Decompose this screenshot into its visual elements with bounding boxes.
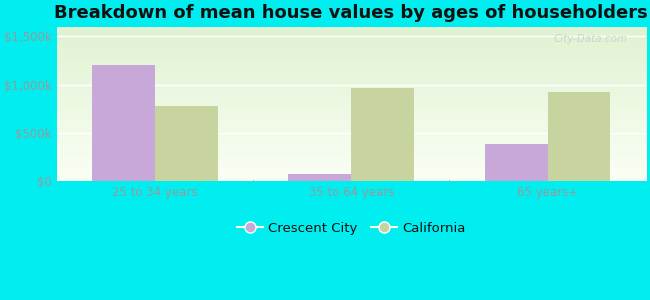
Bar <box>155 106 218 182</box>
Legend: Crescent City, California: Crescent City, California <box>231 216 471 240</box>
Bar <box>351 88 414 182</box>
Bar <box>92 65 155 182</box>
Bar <box>485 144 548 182</box>
Bar <box>289 174 351 182</box>
Bar <box>548 92 610 182</box>
Text: City-Data.com: City-Data.com <box>554 34 628 44</box>
Title: Breakdown of mean house values by ages of householders: Breakdown of mean house values by ages o… <box>55 4 648 22</box>
